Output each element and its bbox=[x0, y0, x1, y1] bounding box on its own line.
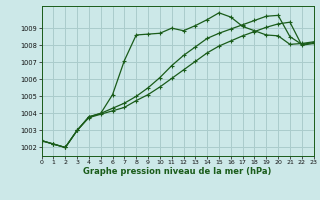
X-axis label: Graphe pression niveau de la mer (hPa): Graphe pression niveau de la mer (hPa) bbox=[84, 167, 272, 176]
